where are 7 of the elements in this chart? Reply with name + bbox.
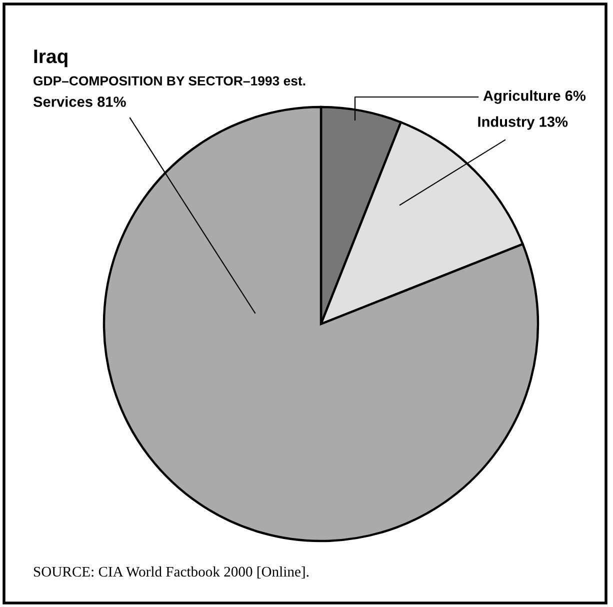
- slice-label: Services 81%: [33, 96, 126, 107]
- slice-label: Agriculture 6%: [483, 90, 586, 104]
- pie-slice: [102, 106, 540, 542]
- chart-title: Iraq: [34, 50, 68, 68]
- chart-subtitle: GDP–COMPOSITION BY SECTOR–1993 est.: [34, 76, 306, 86]
- slice-label: Industry 13%: [478, 116, 568, 130]
- source-note: SOURCE: CIA World Factbook 2000 [Online].: [34, 566, 308, 578]
